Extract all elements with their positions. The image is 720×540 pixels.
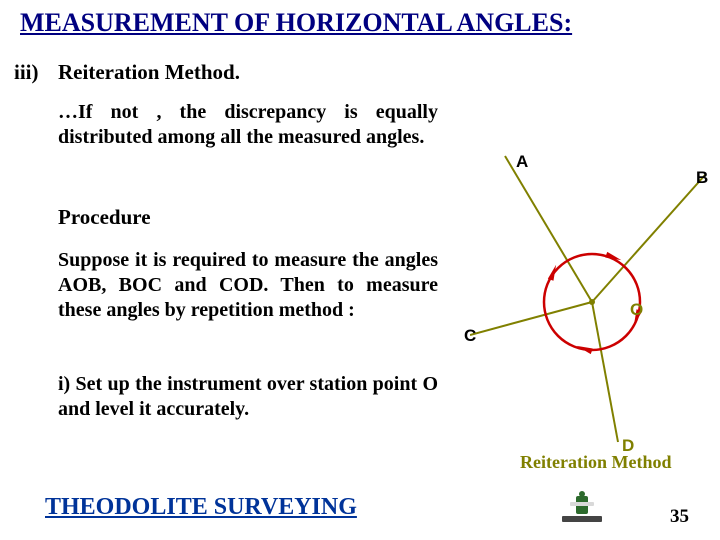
line-OC [470, 302, 592, 335]
arrow-bottom [577, 346, 593, 354]
line-OD [592, 302, 618, 442]
theodolite-icon [560, 490, 604, 524]
footer-title: THEODOLITE SURVEYING [45, 494, 357, 521]
label-B: B [696, 168, 708, 188]
diagram-caption: Reiteration Method [520, 452, 671, 473]
label-O: O [630, 300, 643, 320]
paragraph-2: Suppose it is required to measure the an… [58, 248, 438, 323]
page-number: 35 [670, 506, 689, 528]
paragraph-3: i) Set up the instrument over station po… [58, 372, 438, 422]
slide: MEASUREMENT OF HORIZONTAL ANGLES: iii) R… [0, 0, 720, 540]
label-C: C [464, 326, 476, 346]
paragraph-1: …If not , the discrepancy is equally dis… [58, 100, 438, 150]
section-number: iii) [14, 60, 39, 85]
center-dot [589, 299, 595, 305]
diagram-svg [470, 150, 710, 450]
label-A: A [516, 152, 528, 172]
subheading-procedure: Procedure [58, 205, 151, 230]
diagram-reiteration: A B C D O Reiteration Method [470, 150, 710, 450]
section-name: Reiteration Method. [58, 60, 240, 85]
line-OB [592, 175, 705, 302]
page-title: MEASUREMENT OF HORIZONTAL ANGLES: [20, 8, 572, 38]
